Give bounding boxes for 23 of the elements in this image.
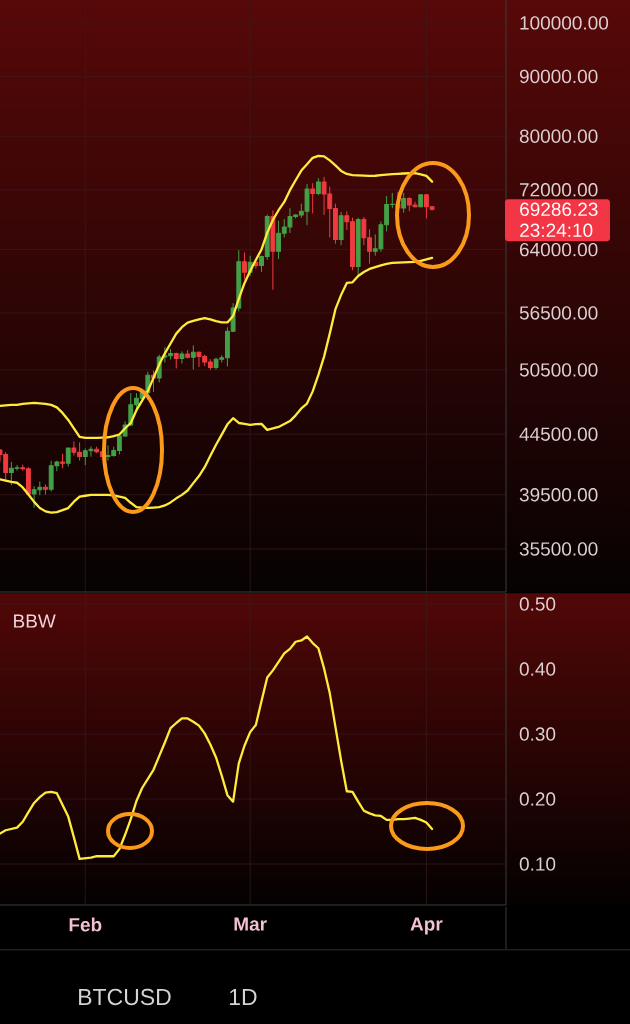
y-tick-label: 39500.00 [519, 488, 598, 502]
text: BBW [14, 614, 56, 628]
y-tick-label: 100000.00 [520, 16, 609, 30]
y-tick-label: 0.20 [519, 792, 556, 806]
y-tick-label: 56500.00 [519, 306, 598, 320]
y-tick-label: 64000.00 [519, 242, 598, 257]
y-tick-label: 80000.00 [519, 129, 598, 143]
x-tick-label: Mar [234, 917, 267, 931]
x-tick-label: Feb [69, 917, 102, 932]
text: 23:24:10 [520, 223, 593, 238]
y-tick-label: 0.30 [519, 727, 556, 741]
y-tick-label: 72000.00 [520, 183, 598, 197]
text: 1D [229, 989, 257, 1005]
y-tick-label: 50500.00 [519, 363, 598, 377]
y-tick-label: 44500.00 [519, 427, 598, 441]
text: BTCUSD [79, 988, 171, 1006]
y-tick-label: 0.50 [519, 597, 556, 611]
text: 69286.23 [520, 202, 598, 217]
y-tick-label: 90000.00 [519, 69, 598, 84]
y-tick-label: 0.40 [519, 662, 556, 676]
y-tick-label: 0.10 [519, 857, 556, 871]
x-tick-label: Apr [410, 917, 443, 935]
y-tick-label: 35500.00 [519, 542, 598, 556]
